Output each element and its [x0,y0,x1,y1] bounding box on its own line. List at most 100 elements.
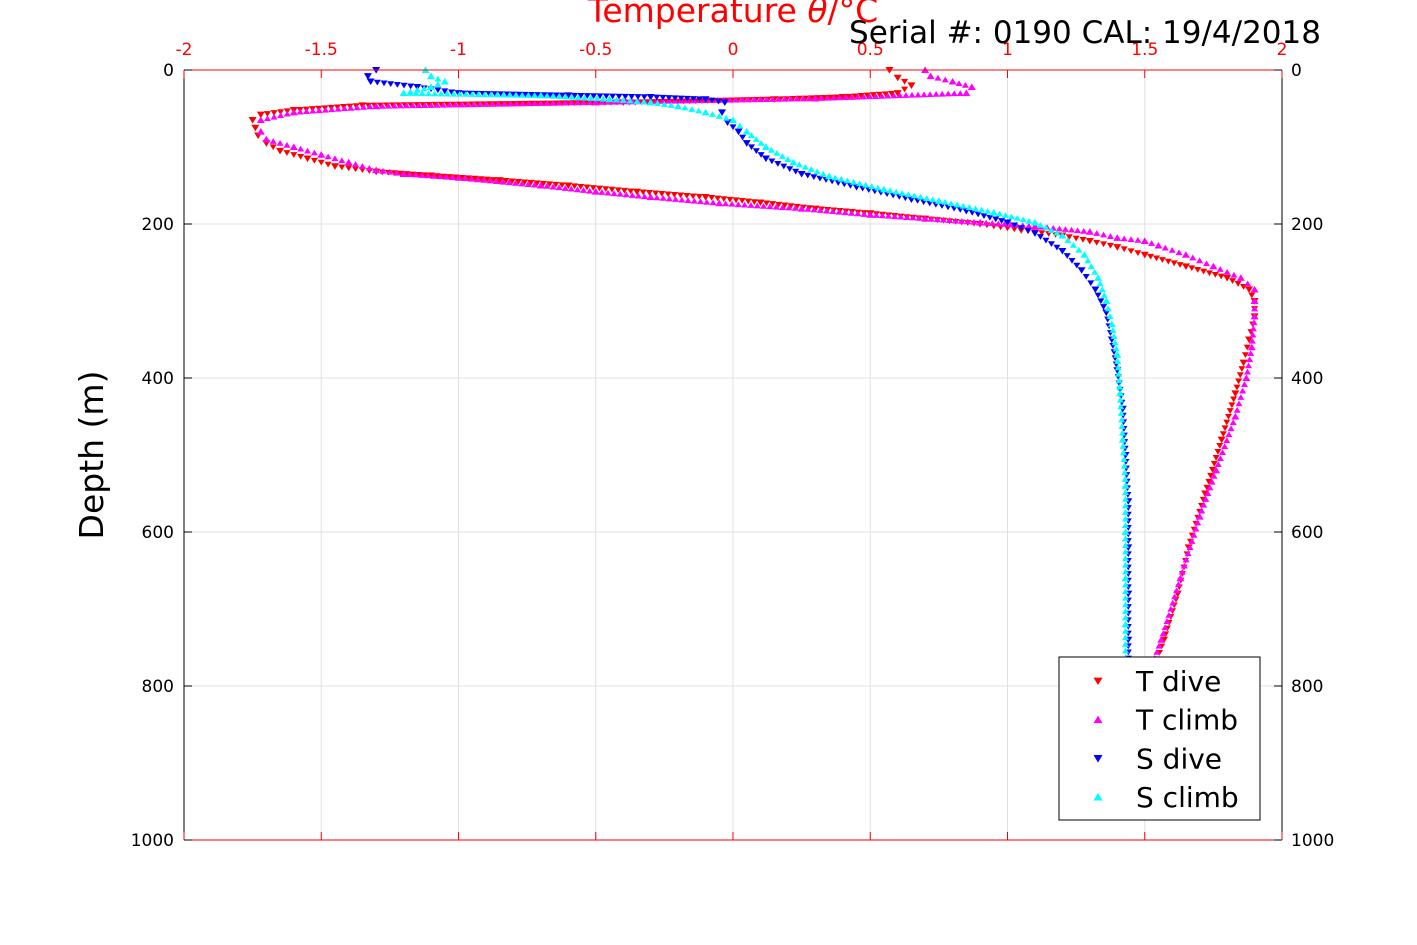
data-point [1223,274,1232,282]
data-point-interp [1224,413,1232,420]
data-point [893,74,902,82]
data-point [256,128,265,135]
data-point-interp [869,92,877,98]
data-point-interp [577,183,585,190]
data-point-interp [1219,449,1227,456]
data-point [701,96,710,103]
data-point-interp [750,199,758,205]
x-tick-label: 1.5 [1131,40,1158,60]
data-point [825,172,834,180]
data-point [1113,234,1122,241]
data-point-interp [1122,535,1130,542]
data-point-interp [1122,581,1130,588]
data-point-interp [1164,258,1172,265]
data-point-interp [845,93,853,100]
data-point-interp [947,200,955,207]
data-point-interp [353,104,361,111]
data-point [605,95,614,103]
data-point-interp [516,91,523,98]
data-point-interp [1171,593,1179,600]
data-point-interp [263,111,271,117]
data-point-interp [283,150,291,156]
data-point-interp [1175,581,1183,587]
data-point-interp [269,138,277,144]
data-point-interp [1208,478,1216,485]
data-point-interp [470,101,478,108]
data-point-interp [677,192,685,199]
data-point [1121,482,1130,489]
data-point-interp [440,173,448,180]
data-point-interp [1036,234,1044,240]
data-point-interp [1122,608,1130,614]
data-point [536,91,545,99]
data-point-interp [897,213,905,220]
data-point-interp [703,198,711,205]
data-point-interp [573,186,581,193]
data-point-interp [763,96,771,102]
data-point-interp [604,189,612,196]
data-point-interp [499,178,507,185]
x-tick-label: 1 [1002,40,1013,60]
data-point-interp [709,199,717,206]
data-point-interp [468,91,476,97]
data-point-interp [1036,221,1044,228]
legend-label: S dive [1136,742,1222,775]
data-point [646,98,655,106]
data-point-interp [379,167,387,174]
data-point-interp [1120,235,1128,242]
data-point-interp [708,97,716,104]
data-point-interp [849,178,857,185]
data-point-interp [760,202,768,209]
data-point-interp [934,74,942,81]
legend-marker [1093,677,1103,686]
data-point [564,92,573,100]
data-point-interp [833,94,841,101]
data-point-interp [974,211,982,218]
data-point-interp [543,183,551,189]
data-point-interp [384,102,392,109]
data-point-interp [805,95,813,102]
data-point-interp [1122,568,1130,575]
data-point-interp [531,181,539,188]
data-point [1003,219,1012,227]
data-point-interp [678,196,686,203]
data-point [734,128,743,136]
data-point-interp [1188,538,1196,544]
data-point-interp [1120,246,1128,253]
data-point-interp [409,102,417,109]
data-point-interp [1153,648,1161,655]
data-point-interp [992,216,1000,223]
data-point-interp [461,175,469,182]
data-point [344,158,353,166]
data-point-interp [831,174,839,181]
data-point-interp [1106,233,1114,239]
data-point-interp [829,94,837,101]
data-point-interp [1079,236,1087,243]
data-point-interp [1216,266,1224,272]
data-point [1113,351,1122,358]
data-point-interp [645,190,653,196]
data-point-interp [309,107,317,114]
legend-marker [1093,755,1103,763]
data-point-interp [795,161,803,168]
data-point [440,77,449,85]
data-point-interp [340,105,348,112]
data-point [1118,436,1127,443]
data-point-interp [953,201,961,208]
data-point-interp [726,96,734,103]
data-point-interp [1073,262,1081,269]
data-point-interp [946,217,954,223]
legend-label: T climb [1135,704,1238,737]
data-point-interp [1206,484,1214,491]
data-point-interp [801,163,809,170]
y-tick-label-left: 400 [142,369,174,389]
data-point-interp [714,195,722,202]
data-point-interp [1111,339,1119,346]
data-point-interp [406,90,414,96]
data-point-interp [1226,408,1234,414]
data-point-interp [744,198,752,205]
data-point [1195,513,1204,520]
data-point-interp [508,178,516,185]
data-point-interp [1122,522,1130,529]
